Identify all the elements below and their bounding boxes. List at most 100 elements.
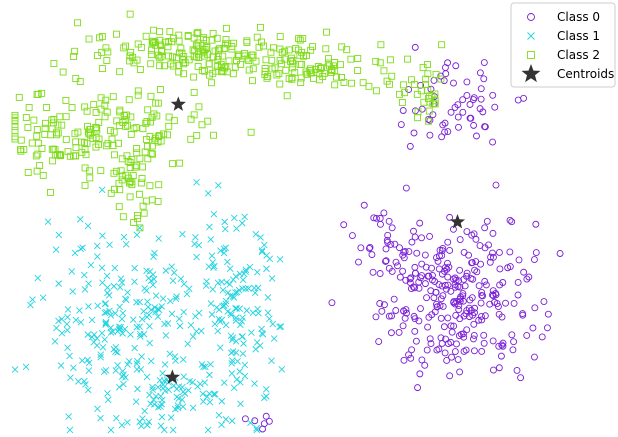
data-point xyxy=(428,264,435,272)
data-point xyxy=(130,219,138,226)
data-point xyxy=(369,268,377,276)
data-point xyxy=(67,374,74,381)
data-point xyxy=(154,197,162,205)
data-point xyxy=(84,386,92,394)
data-point xyxy=(392,307,400,314)
data-point xyxy=(236,305,244,313)
data-point xyxy=(190,88,198,96)
data-point xyxy=(276,33,284,41)
data-point xyxy=(263,74,271,82)
data-point xyxy=(278,365,286,373)
data-point xyxy=(273,71,281,79)
data-point xyxy=(209,29,217,37)
data-point xyxy=(468,294,476,302)
data-point xyxy=(98,32,106,40)
data-point xyxy=(239,285,246,292)
data-point xyxy=(368,251,376,259)
data-point xyxy=(170,117,178,125)
data-point xyxy=(445,263,453,271)
data-point xyxy=(159,369,166,377)
data-point xyxy=(253,424,260,432)
data-point xyxy=(33,132,41,140)
data-point xyxy=(309,43,316,51)
data-point xyxy=(489,292,497,300)
data-point xyxy=(506,248,514,256)
data-point xyxy=(102,321,109,328)
data-point xyxy=(102,300,109,307)
data-point xyxy=(470,96,477,104)
data-point xyxy=(426,116,434,124)
data-point xyxy=(141,148,149,156)
data-point xyxy=(207,361,214,368)
data-point xyxy=(413,90,421,98)
data-point xyxy=(402,184,410,192)
data-point xyxy=(468,259,476,266)
data-point xyxy=(430,76,438,84)
data-point xyxy=(115,139,122,147)
data-point xyxy=(142,197,150,205)
data-point xyxy=(439,121,447,129)
data-point xyxy=(142,119,150,127)
data-point xyxy=(118,315,126,323)
data-point xyxy=(233,376,241,383)
data-point xyxy=(133,323,141,331)
data-point xyxy=(469,311,477,319)
data-point xyxy=(258,38,265,46)
data-point xyxy=(98,65,106,73)
data-point xyxy=(134,357,141,365)
data-point xyxy=(222,415,230,423)
data-point xyxy=(254,284,262,292)
data-point xyxy=(229,336,236,344)
data-point xyxy=(224,258,231,266)
data-point xyxy=(276,80,284,88)
data-point xyxy=(49,157,57,165)
data-point xyxy=(180,70,187,78)
data-point xyxy=(489,291,496,299)
data-point xyxy=(456,295,464,303)
data-point xyxy=(237,400,244,408)
data-point xyxy=(478,316,486,324)
data-point xyxy=(259,331,267,338)
data-point xyxy=(201,379,209,386)
data-point xyxy=(543,324,551,332)
data-point xyxy=(193,253,200,261)
data-point xyxy=(97,167,105,175)
data-point xyxy=(113,30,120,38)
data-point xyxy=(440,323,448,331)
data-point xyxy=(200,52,208,60)
data-point xyxy=(97,353,104,361)
data-point xyxy=(325,59,333,67)
data-point xyxy=(90,331,98,338)
data-point xyxy=(422,263,430,271)
data-point xyxy=(78,357,86,364)
data-point xyxy=(120,233,128,241)
data-point xyxy=(463,228,471,236)
data-point xyxy=(214,63,222,70)
data-point xyxy=(281,55,289,63)
data-point xyxy=(266,315,273,322)
data-point xyxy=(438,133,446,141)
data-point xyxy=(477,95,485,103)
data-point xyxy=(270,335,278,342)
data-point xyxy=(34,150,42,158)
data-point xyxy=(472,235,480,243)
data-point xyxy=(382,245,390,253)
data-point xyxy=(531,304,539,312)
data-point xyxy=(206,223,213,231)
data-point xyxy=(197,327,205,335)
data-point xyxy=(84,356,91,364)
data-point xyxy=(370,214,378,222)
data-point xyxy=(89,135,97,143)
data-point xyxy=(232,273,240,280)
data-point xyxy=(223,279,230,286)
data-point xyxy=(502,299,509,307)
data-point xyxy=(97,351,105,358)
data-point xyxy=(107,312,115,319)
data-point xyxy=(202,282,210,289)
data-point xyxy=(206,371,213,379)
data-point xyxy=(118,172,126,180)
data-point xyxy=(222,297,230,305)
data-point xyxy=(11,133,19,141)
data-point xyxy=(173,293,180,300)
data-point xyxy=(175,37,183,45)
